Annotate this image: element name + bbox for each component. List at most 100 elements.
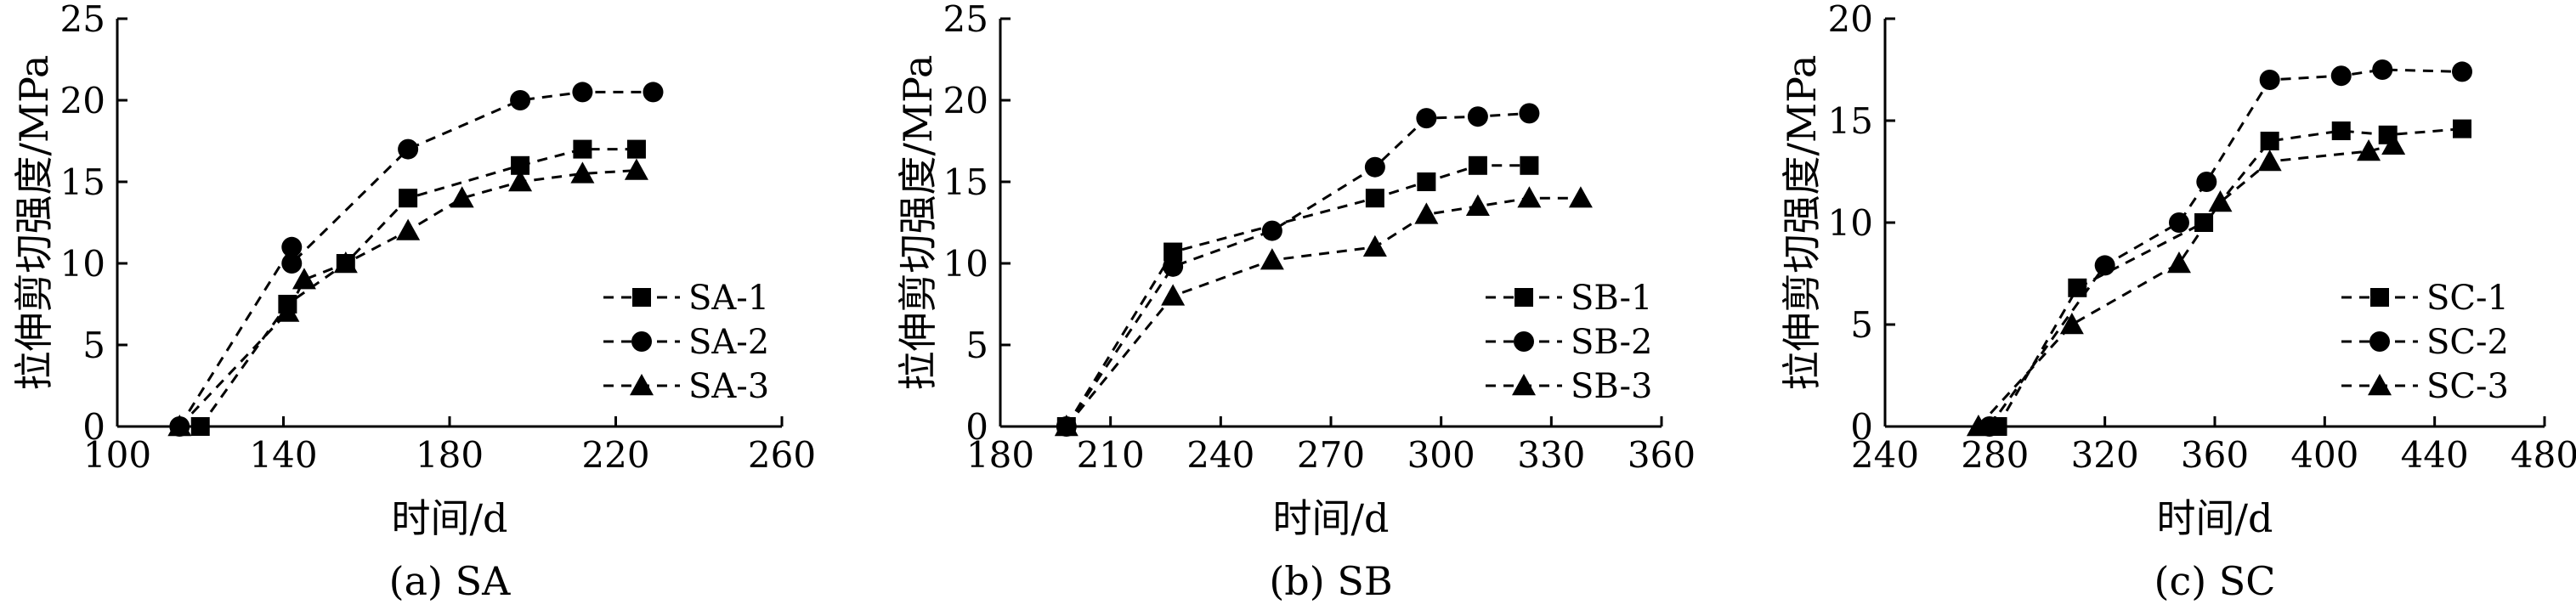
data-point [1417,172,1436,191]
legend-label: SB-3 [1571,367,1653,406]
data-point [1260,248,1284,270]
data-point [2331,121,2351,140]
y-tick-label: 15 [943,161,988,203]
data-point [1261,220,1282,241]
legend-marker [2370,288,2389,307]
x-tick-label: 240 [1851,434,1919,476]
legend-label: SA-1 [688,279,769,318]
x-tick-label: 480 [2511,434,2576,476]
x-tick-label: 270 [1297,434,1365,476]
legend-marker [1512,374,1536,396]
y-tick-label: 5 [1850,304,1873,346]
y-tick-label: 10 [943,243,988,285]
legend-label: SA-3 [688,367,769,406]
data-point [292,268,316,290]
data-point [2059,313,2084,335]
data-point [511,155,530,175]
x-tick-label: 260 [748,434,816,476]
data-point [1568,186,1593,208]
data-point [572,82,593,103]
y-tick-label: 0 [1850,406,1873,448]
legend: SB-1 SB-2 SB-3 [1486,279,1653,406]
data-point [1966,415,1990,437]
data-point [2357,139,2381,161]
y-tick-label: 15 [60,161,105,203]
y-tick-label: 15 [1828,100,1873,142]
legend-label: SC-1 [2426,279,2509,318]
x-tick-label: 360 [1628,434,1696,476]
legend-marker [631,331,652,352]
data-point [1517,186,1542,208]
data-point [1054,415,1079,437]
y-tick-label: 20 [60,80,105,121]
data-point [190,417,210,436]
data-point [2330,65,2352,87]
series-SB-2 [1056,103,1540,437]
x-tick-label: 140 [249,434,317,476]
data-point [1414,202,1439,224]
data-point [167,415,192,437]
legend-marker [2369,331,2390,352]
series-line [1065,111,1530,427]
chart-panel-3: 240 280 320 360 400 440 480 0 5 10 15 20 时间/d 拉伸剪切强度/… [1779,0,2576,604]
data-point [1467,106,1488,127]
data-point [2257,150,2282,172]
data-point [2166,251,2191,274]
data-point [2259,70,2280,90]
x-tick-label: 240 [1186,434,1254,476]
x-tick-label: 220 [581,434,649,476]
x-tick-label: 100 [83,434,151,476]
x-axis-title: 时间/d [1273,495,1390,541]
data-point [2452,61,2472,82]
data-point [510,90,531,110]
x-tick-label: 280 [1961,434,2029,476]
legend-label: SC-2 [2426,323,2509,362]
y-tick-label: 20 [1828,0,1873,40]
data-point [1520,155,1539,175]
data-point [399,189,418,208]
x-tick-label: 180 [966,434,1034,476]
data-point [2260,132,2279,150]
data-point [398,138,419,160]
x-axis-title: 时间/d [392,495,508,541]
data-point [2372,59,2393,80]
data-point [570,161,595,184]
series-SC-2 [1979,59,2472,437]
series-line [1065,196,1581,427]
legend-marker [2368,374,2392,396]
legend-label: SB-2 [1571,323,1653,362]
chart-panel-2: 180 210 240 270 300 330 360 0 5 10 15 20 25 时间/d 拉伸剪切强… [895,0,1696,604]
data-point [396,218,421,240]
y-tick-label: 25 [60,0,105,40]
data-point [281,253,303,274]
data-point [2194,213,2214,232]
data-point [1163,256,1184,277]
data-point [1365,189,1384,208]
legend-marker [630,374,654,396]
x-axis-title: 时间/d [2157,495,2273,541]
data-point [1163,242,1183,262]
data-point [2168,212,2189,233]
legend-marker [1514,331,1534,352]
y-axis-title: 拉伸剪切强度/MPa [11,55,57,391]
legend-label: SA-2 [688,323,769,362]
data-point [281,236,303,257]
legend-label: SC-3 [2426,367,2509,406]
series-line [1988,68,2463,427]
y-tick-label: 20 [943,80,988,121]
data-point [1416,108,1437,129]
y-tick-label: 0 [965,406,988,448]
x-tick-label: 360 [2181,434,2249,476]
data-point [573,139,592,159]
data-point [2453,119,2471,138]
series-SB-3 [1054,186,1593,437]
data-point [626,139,646,159]
data-point [2381,133,2406,155]
legend-label: SB-1 [1571,279,1653,318]
data-point [1465,194,1490,216]
x-tick-label: 400 [2290,434,2358,476]
series-line [178,169,637,428]
legend: SA-1 SA-2 SA-3 [603,279,769,406]
y-tick-label: 5 [965,325,988,366]
panel-caption: (b) SB [1269,558,1392,604]
